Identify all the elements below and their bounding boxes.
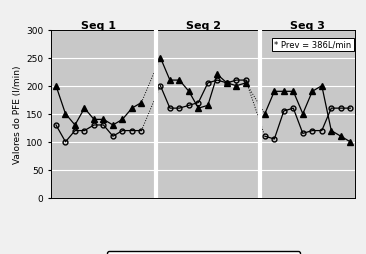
Y-axis label: Valores do PFE (l/min): Valores do PFE (l/min) bbox=[13, 65, 22, 163]
Legend: PFE MATINAL, PFE NOITE: PFE MATINAL, PFE NOITE bbox=[107, 251, 300, 254]
Text: Seq 1: Seq 1 bbox=[81, 21, 116, 30]
Text: Seq 2: Seq 2 bbox=[186, 21, 221, 30]
Text: * Prev = 386L/min: * Prev = 386L/min bbox=[274, 41, 352, 50]
Text: Seq 3: Seq 3 bbox=[290, 21, 325, 30]
